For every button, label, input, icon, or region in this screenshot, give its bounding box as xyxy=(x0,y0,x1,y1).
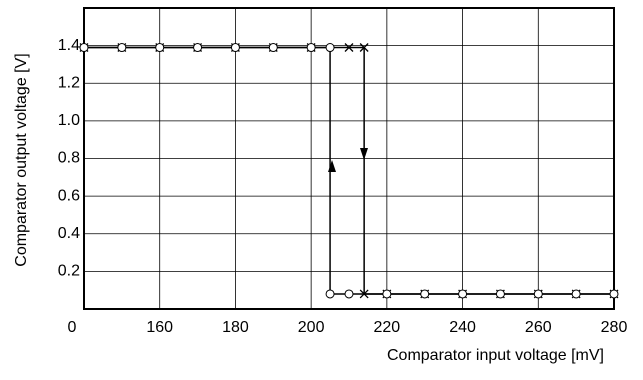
y-tick-label: 1.2 xyxy=(58,74,80,91)
point xyxy=(571,289,581,299)
point xyxy=(193,43,203,53)
point xyxy=(495,289,505,299)
x-tick-label: 180 xyxy=(222,319,249,336)
series-line xyxy=(84,46,614,295)
point xyxy=(359,289,369,299)
y-tick-label: 1.4 xyxy=(58,37,80,54)
arrow-up xyxy=(328,160,336,172)
y-tick-label: 0.6 xyxy=(58,187,80,204)
y-axis-label: Comparator output voltage [V] xyxy=(13,53,30,266)
point xyxy=(306,43,316,53)
point xyxy=(325,289,335,299)
point xyxy=(268,43,278,53)
x-tick-label: 200 xyxy=(298,319,325,336)
point xyxy=(230,43,240,53)
x-tick-label: 220 xyxy=(374,319,401,336)
point xyxy=(533,289,543,299)
x-axis-label: Comparator input voltage [mV] xyxy=(387,347,604,364)
y-tick-label: 0.2 xyxy=(58,263,80,280)
point xyxy=(155,43,165,53)
y-tick-label: 1.0 xyxy=(58,112,80,129)
x-tick-label: 160 xyxy=(146,319,173,336)
x-tick-label: 240 xyxy=(449,319,476,336)
point xyxy=(117,43,127,53)
point xyxy=(79,43,89,53)
y-tick-label: 0.8 xyxy=(58,150,80,167)
y-tick-label: 0.4 xyxy=(58,225,80,242)
x-tick-label: 260 xyxy=(525,319,552,336)
point xyxy=(420,289,430,299)
point xyxy=(609,289,619,299)
point xyxy=(344,43,354,52)
point xyxy=(458,289,468,299)
x-tick-label: 0 xyxy=(68,319,77,336)
point xyxy=(382,289,392,299)
plot-frame xyxy=(83,7,615,310)
point xyxy=(325,43,335,53)
series-line xyxy=(84,46,614,295)
point xyxy=(359,43,369,52)
x-tick-label: 280 xyxy=(601,319,628,336)
point xyxy=(344,289,354,299)
